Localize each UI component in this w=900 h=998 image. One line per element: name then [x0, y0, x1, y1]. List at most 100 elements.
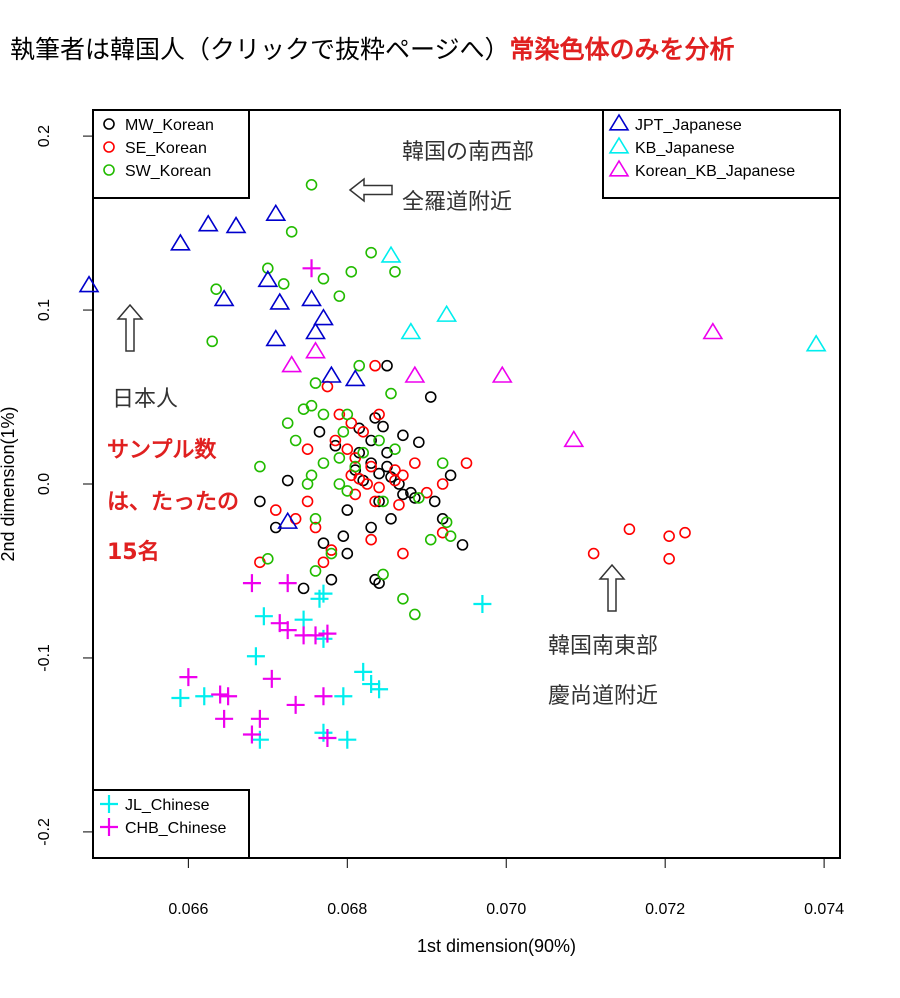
point-SW_Korean	[277, 278, 290, 290]
point-MW_Korean	[313, 426, 326, 438]
point-CHB_Chinese	[318, 624, 337, 643]
y-tick-label: -0.1	[36, 644, 53, 672]
legend-label-JL_Chinese: JL_Chinese	[125, 797, 210, 814]
point-CHB_Chinese	[318, 728, 337, 747]
point-SW_Korean	[436, 457, 449, 469]
header-note: 常染色体のみを分析	[509, 35, 735, 64]
annotation-southeast-line1: 韓国南東部	[548, 634, 659, 659]
point-KB_Japanese	[380, 245, 402, 263]
arrow-japanese	[116, 303, 144, 352]
point-SE_Korean	[353, 472, 366, 485]
point-SW_Korean	[333, 452, 346, 464]
annotation-southeast-line2: 慶尚道附近	[548, 684, 659, 709]
point-SW_Korean	[440, 516, 453, 529]
legend-label-CHB_Chinese: CHB_Chinese	[125, 820, 226, 837]
point-JPT_Japanese	[320, 365, 342, 383]
point-CHB_Chinese	[314, 687, 333, 706]
x-tick-label: 0.068	[327, 901, 367, 918]
point-SW_Korean	[309, 512, 322, 525]
legend-box	[602, 109, 841, 199]
point-SW_Korean	[262, 552, 274, 565]
point-MW_Korean	[405, 486, 417, 499]
point-SW_Korean	[206, 335, 219, 348]
point-MW_Korean	[337, 530, 350, 542]
point-SW_Korean	[254, 460, 266, 473]
point-SE_Korean	[397, 547, 409, 560]
point-SE_Korean	[317, 556, 330, 569]
point-CHB_Chinese	[211, 685, 230, 704]
point-SW_Korean	[333, 290, 346, 302]
point-MW_Korean	[317, 537, 330, 549]
point-SW_Korean	[397, 593, 409, 605]
legend-label-Korean_KB_Japanese: Korean_KB_Japanese	[635, 163, 795, 180]
point-JPT_Japanese	[197, 214, 219, 232]
point-SE_Korean	[369, 495, 381, 508]
point-SW_Korean	[301, 478, 314, 490]
point-SW_Korean	[345, 265, 358, 278]
legend-marker-MW_Korean	[103, 118, 115, 130]
legend-label-SE_Korean: SE_Korean	[125, 140, 207, 157]
point-SW_Korean	[349, 460, 362, 473]
point-SW_Korean	[377, 568, 389, 581]
point-SE_Korean	[436, 478, 449, 490]
point-SE_Korean	[663, 530, 675, 542]
series-CHB_Chinese	[179, 259, 337, 747]
point-CHB_Chinese	[286, 695, 305, 714]
point-Korean_KB_Japanese	[305, 341, 326, 359]
point-SW_Korean	[385, 387, 397, 400]
point-MW_Korean	[341, 504, 354, 516]
legend-box	[92, 109, 250, 199]
point-SW_Korean	[373, 434, 385, 447]
point-SE_Korean	[369, 359, 381, 372]
point-SW_Korean	[281, 417, 294, 429]
point-SW_Korean	[317, 272, 330, 285]
point-SE_Korean	[393, 499, 405, 511]
point-SW_Korean	[309, 377, 322, 389]
point-JL_Chinese	[334, 687, 353, 706]
point-JPT_Japanese	[305, 322, 326, 340]
legend-korean: MW_Korean SE_Korean SW_Korean	[92, 109, 250, 199]
point-SE_Korean	[623, 523, 636, 536]
point-SW_Korean	[413, 492, 425, 504]
point-SE_Korean	[325, 544, 338, 556]
series-Korean_KB_Japanese	[281, 322, 724, 448]
point-MW_Korean	[381, 359, 393, 372]
point-SW_Korean	[365, 246, 377, 259]
point-SW_Korean	[305, 179, 318, 191]
point-CHB_Chinese	[242, 725, 261, 744]
point-Korean_KB_Japanese	[563, 429, 585, 448]
x-tick-label: 0.072	[645, 901, 685, 918]
point-SW_Korean	[444, 530, 457, 542]
point-SW_Korean	[341, 408, 354, 421]
point-MW_Korean	[254, 495, 266, 508]
point-SW_Korean	[285, 225, 298, 238]
point-SE_Korean	[333, 408, 346, 421]
point-JL_Chinese	[195, 687, 214, 706]
point-JL_Chinese	[254, 607, 273, 626]
point-JPT_Japanese	[169, 233, 191, 251]
point-JL_Chinese	[310, 589, 329, 608]
point-MW_Korean	[297, 582, 310, 595]
point-SE_Korean	[679, 526, 691, 539]
y-tick-label: 0.2	[36, 125, 53, 147]
point-SW_Korean	[341, 485, 354, 497]
point-MW_Korean	[281, 474, 294, 487]
point-SW_Korean	[309, 565, 322, 577]
x-tick-label: 0.074	[804, 901, 844, 918]
point-MW_Korean	[377, 420, 389, 433]
legend-label-MW_Korean: MW_Korean	[125, 117, 214, 134]
point-MW_Korean	[397, 429, 409, 442]
legend-label-SW_Korean: SW_Korean	[125, 163, 211, 180]
point-SW_Korean	[317, 457, 330, 469]
y-axis-label: 2nd dimension(1%)	[0, 406, 18, 561]
point-SE_Korean	[361, 478, 373, 490]
point-MW_Korean	[365, 434, 377, 447]
point-CHB_Chinese	[302, 259, 321, 278]
point-CHB_Chinese	[278, 621, 297, 640]
point-JL_Chinese	[171, 688, 190, 707]
legend-chinese: JL_Chinese CHB_Chinese	[92, 789, 250, 859]
point-JPT_Japanese	[257, 269, 279, 288]
point-SE_Korean	[409, 457, 421, 469]
header-title[interactable]: 執筆者は韓国人（クリックで抜粋ページへ）	[10, 35, 510, 64]
annotation-southwest-line2: 全羅道附近	[402, 190, 513, 215]
